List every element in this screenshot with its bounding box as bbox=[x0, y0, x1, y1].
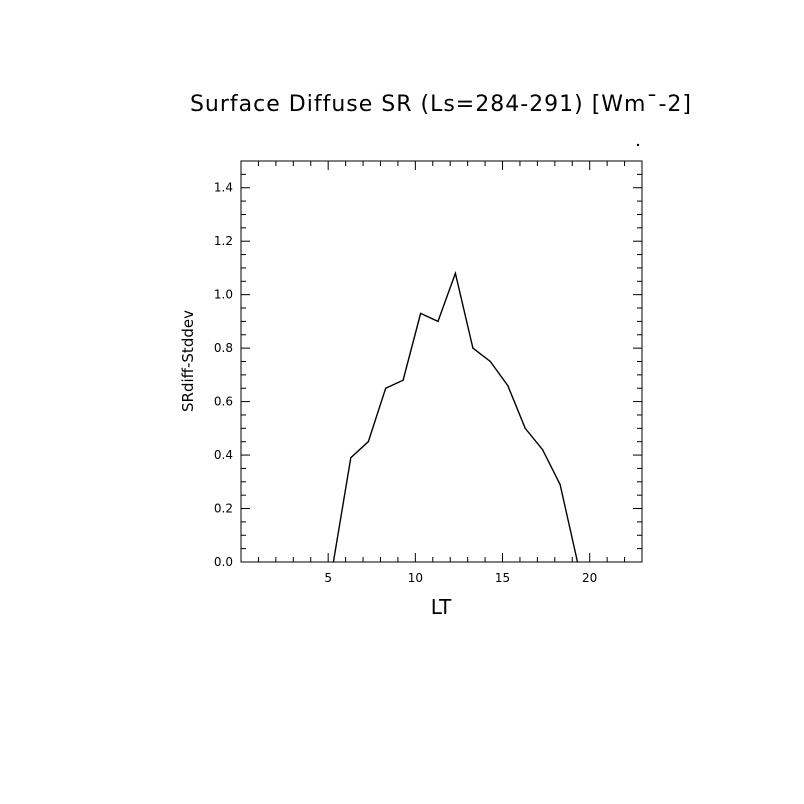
y-tick-label: 1.0 bbox=[214, 288, 233, 302]
x-tick-label: 5 bbox=[324, 571, 332, 585]
data-point bbox=[350, 457, 352, 459]
y-axis-label: SRdiff-Stddev bbox=[179, 310, 197, 412]
data-point bbox=[437, 320, 439, 322]
series-group bbox=[332, 270, 579, 563]
y-tick-label: 1.4 bbox=[214, 181, 233, 195]
data-point bbox=[559, 483, 561, 486]
x-tick-label: 20 bbox=[582, 571, 597, 585]
series-line bbox=[332, 270, 579, 563]
y-tick-label: 0.2 bbox=[214, 502, 233, 516]
data-point bbox=[472, 347, 474, 349]
y-tick-label: 1.2 bbox=[214, 234, 233, 248]
data-point bbox=[489, 360, 491, 363]
x-tick-label: 10 bbox=[408, 571, 423, 585]
chart-title: Surface Diffuse SR (Ls=284-291) [Wm¯-2] bbox=[190, 92, 692, 117]
axis-ticks: 5 10 15 20 0.0 0.2 0.4 0.6 0.8 1.0 1.2 1.4 bbox=[214, 161, 642, 585]
y-tick-label: 0.8 bbox=[214, 341, 233, 355]
data-point bbox=[367, 441, 369, 443]
x-axis-label: LT bbox=[431, 595, 452, 619]
data-point bbox=[454, 272, 457, 274]
y-tick-label: 0.0 bbox=[214, 555, 233, 569]
data-point bbox=[385, 387, 387, 389]
y-tick-label: 0.4 bbox=[214, 448, 233, 462]
stray-dot bbox=[636, 143, 640, 147]
data-point bbox=[402, 379, 404, 381]
plot-frame bbox=[240, 160, 643, 563]
data-point bbox=[419, 312, 422, 314]
data-point bbox=[542, 449, 544, 451]
y-tick-label: 0.6 bbox=[214, 395, 233, 409]
data-point bbox=[507, 384, 509, 387]
data-point bbox=[524, 427, 526, 429]
x-tick-label: 15 bbox=[495, 571, 510, 585]
